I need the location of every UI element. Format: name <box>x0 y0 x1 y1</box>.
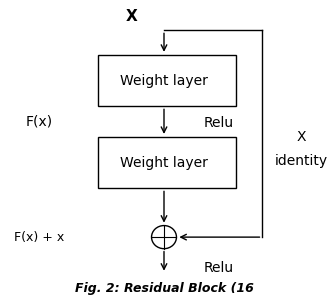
Text: X: X <box>125 9 137 24</box>
Text: X: X <box>297 130 306 144</box>
Text: Relu: Relu <box>203 261 234 275</box>
Text: Relu: Relu <box>203 116 234 130</box>
Circle shape <box>152 226 176 249</box>
Bar <box>98 55 236 106</box>
Text: Weight layer: Weight layer <box>120 156 208 170</box>
Text: Weight layer: Weight layer <box>120 74 208 88</box>
Bar <box>98 137 236 188</box>
Text: F(x) + x: F(x) + x <box>14 231 65 244</box>
Text: F(x): F(x) <box>26 115 53 129</box>
Text: identity: identity <box>275 154 328 168</box>
Text: Fig. 2: Residual Block (16: Fig. 2: Residual Block (16 <box>74 282 254 295</box>
